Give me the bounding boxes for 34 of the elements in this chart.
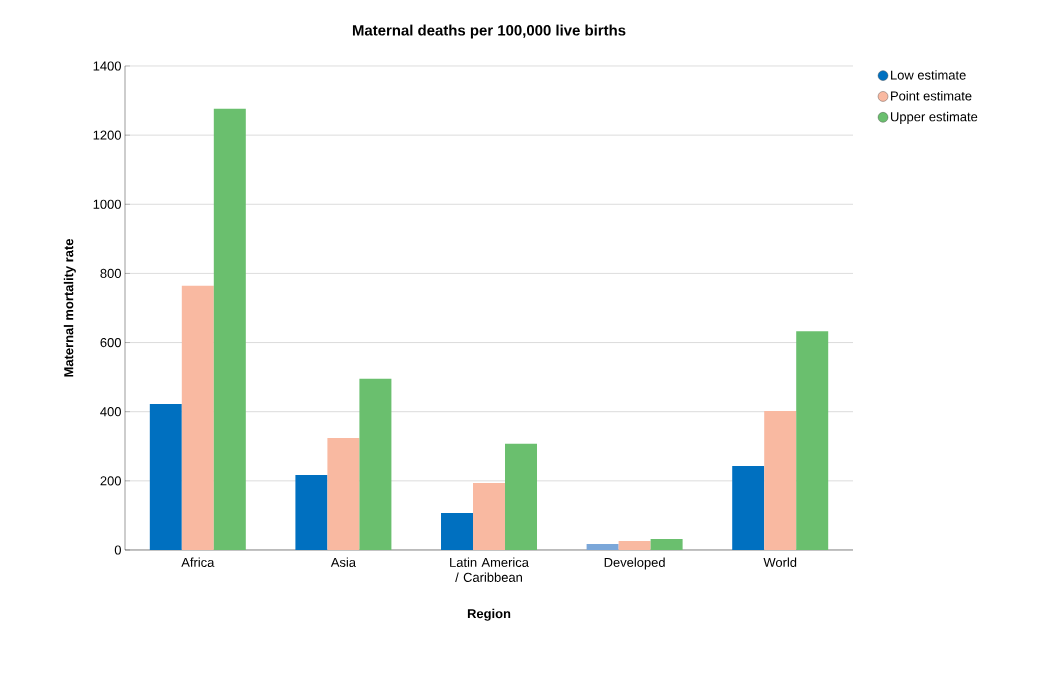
bar [295, 474, 328, 550]
bar [505, 443, 538, 550]
bar [586, 544, 619, 550]
y-tick-label: 800 [100, 268, 121, 278]
y-tick-label: 0 [114, 545, 121, 555]
y-tick-label: 600 [100, 337, 121, 348]
bar [618, 541, 651, 550]
x-tick-label: Latin America / Caribbean [450, 557, 529, 582]
x-tick-label: Asia [330, 557, 356, 567]
legend-label: Point estimate [891, 91, 972, 101]
bar [732, 465, 765, 550]
legend-label: Low estimate [891, 70, 966, 80]
chart-title: Maternal deaths per 100,000 live births [352, 24, 626, 39]
y-tick-label: 200 [100, 476, 121, 486]
y-tick-label: 1400 [93, 61, 121, 71]
y-tick-label: 400 [100, 407, 121, 417]
bar [796, 331, 829, 550]
bar [359, 378, 392, 550]
bar [213, 108, 246, 550]
legend-label: Upper estimate [890, 111, 978, 124]
bar [473, 482, 506, 550]
bar [650, 538, 683, 550]
bar [181, 285, 214, 550]
bar [327, 437, 360, 550]
x-axis-title: Region [467, 608, 511, 621]
x-tick-label: Africa [181, 557, 215, 567]
bar [764, 411, 797, 550]
x-tick-label: World [763, 557, 797, 567]
y-tick-label: 1000 [93, 199, 121, 209]
bar [149, 404, 182, 550]
y-tick-label: 1200 [93, 130, 121, 140]
y-axis-title: Maternal mortality rate [63, 238, 76, 377]
x-tick-label: Developed [604, 557, 665, 570]
bar [441, 512, 474, 550]
